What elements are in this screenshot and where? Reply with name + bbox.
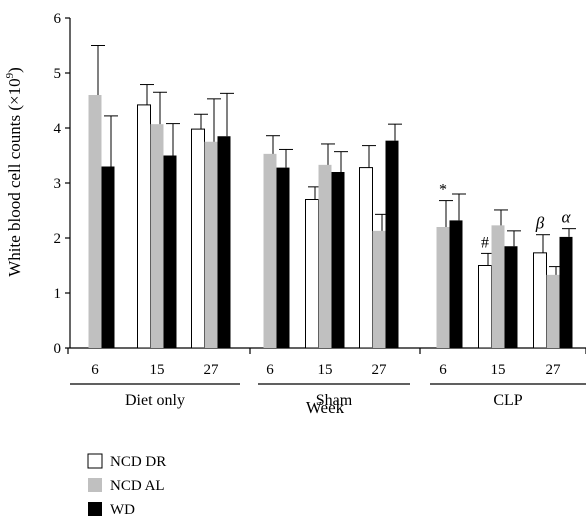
x-tick-label-week: 6 — [266, 362, 274, 378]
y-tick-label: 2 — [54, 231, 62, 247]
bar-ncd-dr — [305, 199, 319, 349]
x-axis-title: Week — [306, 398, 345, 417]
y-tick-label: 3 — [54, 176, 62, 192]
bar-ncd-dr — [533, 252, 547, 349]
bar-wd — [504, 246, 518, 348]
bar-ncd-al — [318, 164, 332, 348]
bar-wd — [385, 140, 399, 348]
significance-marker: * — [439, 182, 447, 199]
bar-ncd-al — [491, 225, 505, 348]
bar-ncd-al — [436, 227, 450, 348]
y-tick-label: 6 — [54, 11, 62, 27]
bar-wd — [449, 220, 463, 348]
x-tick-label-week: 6 — [91, 362, 99, 378]
x-tick-label-week: 6 — [439, 362, 447, 378]
bar-ncd-al — [150, 124, 164, 349]
x-axis-labels: 6 15 27 6 15 27 6 15 27 Diet only Sham CLP — [70, 362, 586, 409]
group-label: CLP — [493, 392, 522, 409]
y-tick-label: 4 — [54, 121, 62, 137]
legend-swatch — [88, 478, 102, 492]
x-tick-label-week: 27 — [546, 362, 562, 378]
y-tick-label: 1 — [54, 286, 62, 302]
bar-wd — [217, 136, 231, 348]
bar-ncd-al — [546, 274, 560, 348]
bar-wd — [559, 236, 573, 348]
y-axis-title-close: ) — [5, 67, 24, 73]
x-tick-label-week: 27 — [204, 362, 220, 378]
significance-marker: β — [535, 214, 545, 233]
bar-ncd-al — [204, 141, 218, 348]
bar-wd — [163, 155, 177, 348]
x-tick-label-week: 27 — [372, 362, 388, 378]
y-tick-label: 0 — [54, 341, 62, 357]
y-tick-label: 5 — [54, 66, 62, 82]
bars: * # β α — [88, 45, 576, 349]
bar-ncd-dr — [359, 167, 373, 349]
legend-swatch — [87, 453, 103, 469]
x-tick-label-week: 15 — [150, 362, 165, 378]
bar-ncd-dr — [191, 128, 205, 349]
significance-marker: α — [562, 208, 572, 227]
y-axis-title: White blood cell counts (×109) — [4, 67, 24, 277]
bar-wd — [101, 166, 115, 348]
bar-ncd-al — [88, 95, 102, 348]
legend-label: NCD AL — [110, 478, 165, 494]
y-axis-title-superscript: 9 — [4, 72, 16, 78]
legend-swatch — [88, 502, 102, 516]
legend-label: NCD DR — [110, 454, 166, 470]
x-tick-label-week: 15 — [318, 362, 333, 378]
bar-wd — [276, 167, 290, 348]
bar-ncd-dr — [478, 265, 492, 349]
legend-label: WD — [110, 502, 135, 518]
group-label: Sham — [316, 392, 353, 409]
bar-ncd-dr — [137, 104, 151, 349]
bar-ncd-al — [372, 230, 386, 348]
significance-marker: # — [481, 234, 489, 251]
group-label: Diet only — [125, 392, 185, 409]
legend: NCD DR NCD AL WD — [87, 453, 166, 518]
x-tick-label-week: 15 — [491, 362, 506, 378]
bar-ncd-al — [263, 153, 277, 348]
bar-wd — [331, 172, 345, 348]
